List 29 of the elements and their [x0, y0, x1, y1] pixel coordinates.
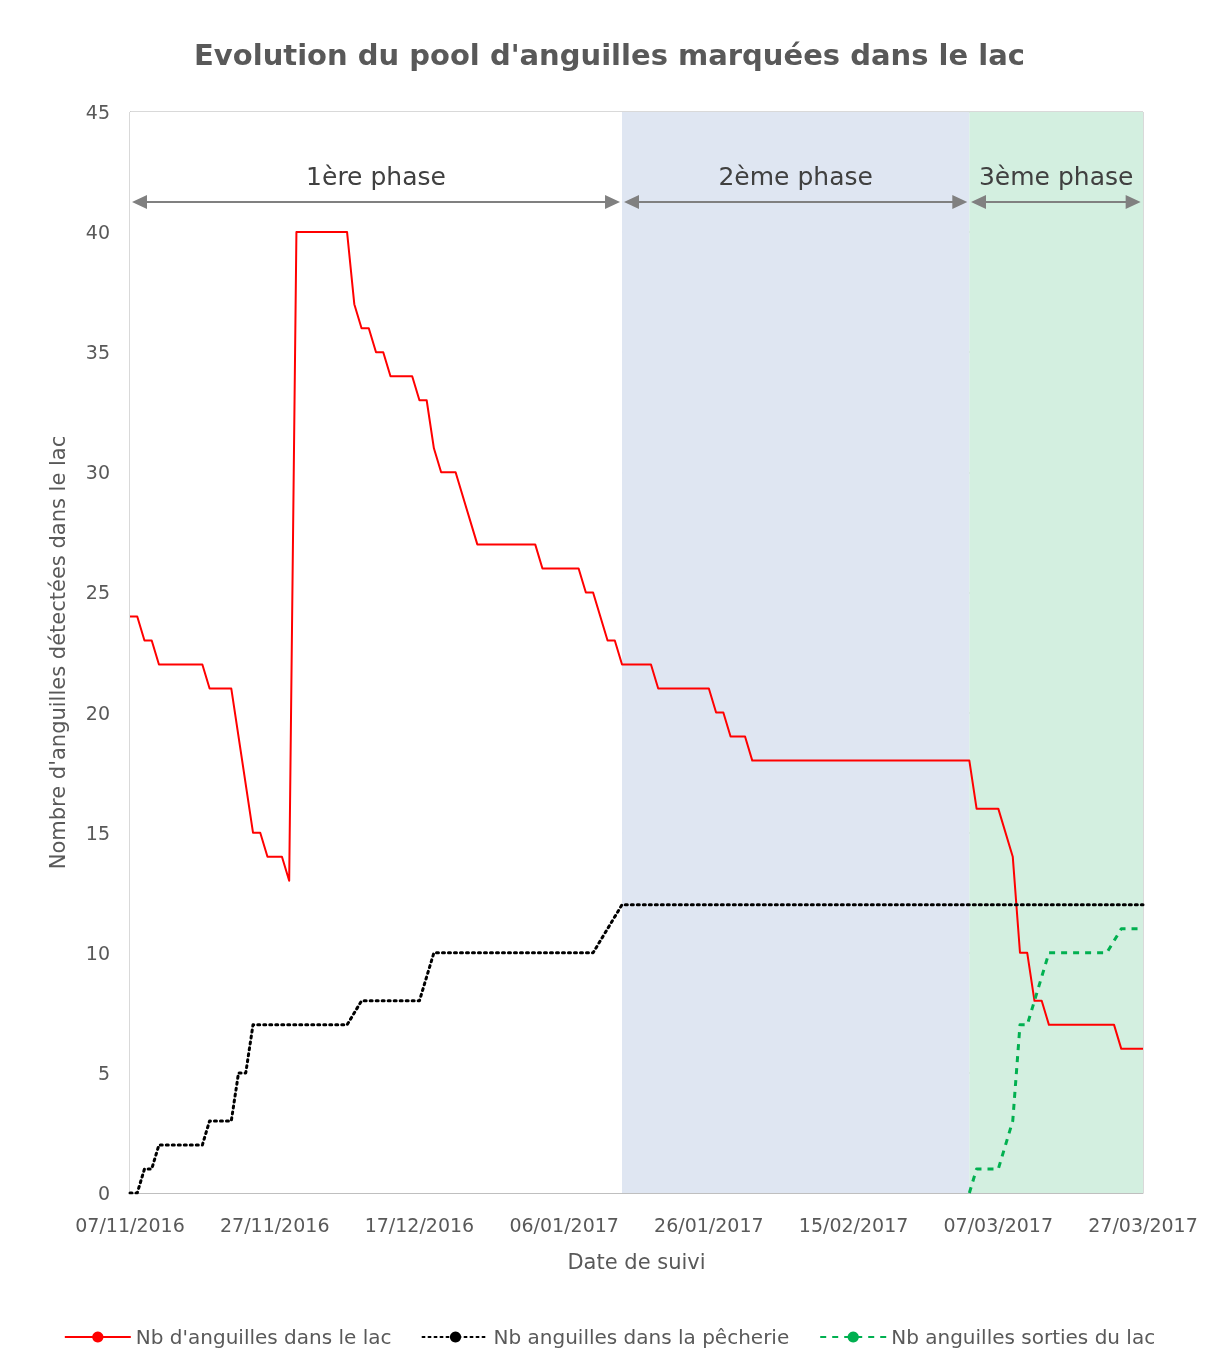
x-tick-label: 27/03/2017 [1088, 1213, 1198, 1236]
band-label: 3ème phase [978, 162, 1134, 191]
y-tick-label: 40 [85, 221, 110, 244]
y-tick-label: 25 [85, 581, 110, 604]
x-tick-label: 17/12/2016 [364, 1213, 475, 1236]
band-label: 2ème phase [718, 162, 873, 191]
line-series [128, 903, 1145, 1195]
y-tick-label: 45 [85, 101, 110, 123]
x-axis-title: Date de suivi [567, 1249, 706, 1274]
band-label: 1ère phase [306, 162, 446, 191]
y-axis-title: Nombre d'anguilles détectées dans le lac [45, 435, 70, 870]
y-tick-label: 30 [85, 461, 110, 484]
x-tick-label: 07/03/2017 [943, 1213, 1054, 1236]
y-tick-label: 5 [97, 1061, 110, 1084]
y-tick-label: 35 [85, 341, 110, 364]
x-tick-label: 15/02/2017 [798, 1213, 909, 1236]
x-tick-label: 07/11/2016 [75, 1213, 185, 1236]
legend-label: Nb anguilles sorties du lac [891, 1325, 1156, 1349]
y-tick-label: 15 [85, 821, 110, 844]
chart-title: Evolution du pool d'anguilles marquées dans le lac [194, 37, 1025, 72]
legend-label: Nb anguilles dans la pêcherie [493, 1325, 790, 1349]
x-tick-label: 27/11/2016 [219, 1213, 330, 1236]
x-tick-label: 06/01/2017 [509, 1213, 619, 1236]
x-tick-label: 26/01/2017 [654, 1213, 764, 1236]
y-tick-label: 20 [85, 701, 110, 724]
line-series [129, 231, 1144, 1050]
y-tick-label: 10 [85, 941, 110, 964]
y-tick-label: 0 [97, 1182, 110, 1204]
legend-label: Nb d'anguilles dans le lac [135, 1325, 392, 1349]
